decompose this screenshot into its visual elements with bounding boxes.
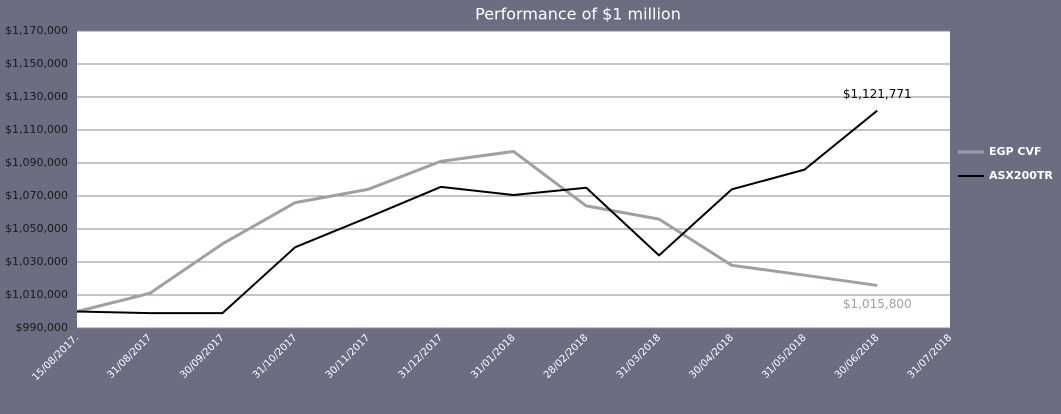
series-line xyxy=(76,149,878,313)
y-tick-label: $1,150,000 xyxy=(5,57,68,70)
x-tick-label: 31/12/2017 xyxy=(396,332,445,381)
x-tick-label: 31/07/2018 xyxy=(906,332,955,381)
x-tick-label: 30/06/2018 xyxy=(833,332,882,381)
y-tick-label: $1,170,000 xyxy=(5,24,68,37)
plot-area xyxy=(77,31,950,328)
x-tick-label: 31/03/2018 xyxy=(615,332,664,381)
x-tick-label: 31/01/2018 xyxy=(469,332,518,381)
x-tick-label: 31/10/2017 xyxy=(251,332,300,381)
data-label: $1,121,771 xyxy=(843,87,912,101)
x-tick-label: 31/05/2018 xyxy=(760,332,809,381)
data-label: $1,015,800 xyxy=(843,297,912,311)
y-tick-label: $1,130,000 xyxy=(5,90,68,103)
y-tick-label: $1,070,000 xyxy=(5,189,68,202)
x-tick-label: 30/04/2018 xyxy=(687,332,736,381)
series-line xyxy=(76,109,878,315)
chart-title: Performance of $1 million xyxy=(475,5,681,24)
y-tick-label: $990,000 xyxy=(16,321,69,334)
x-tick-label: 15/08/2017. xyxy=(30,332,81,383)
x-tick-label: 31/08/2017 xyxy=(105,332,154,381)
y-tick-label: $1,010,000 xyxy=(5,288,68,301)
x-tick-label: 28/02/2018 xyxy=(542,332,591,381)
x-tick-label: 30/09/2017 xyxy=(178,332,227,381)
legend-label: EGP CVF xyxy=(989,145,1042,158)
y-tick-label: $1,050,000 xyxy=(5,222,68,235)
y-tick-label: $1,090,000 xyxy=(5,156,68,169)
y-tick-label: $1,110,000 xyxy=(5,123,68,136)
y-tick-label: $1,030,000 xyxy=(5,255,68,268)
x-tick-label: 30/11/2017 xyxy=(324,332,373,381)
legend-label: ASX200TR xyxy=(989,169,1053,182)
